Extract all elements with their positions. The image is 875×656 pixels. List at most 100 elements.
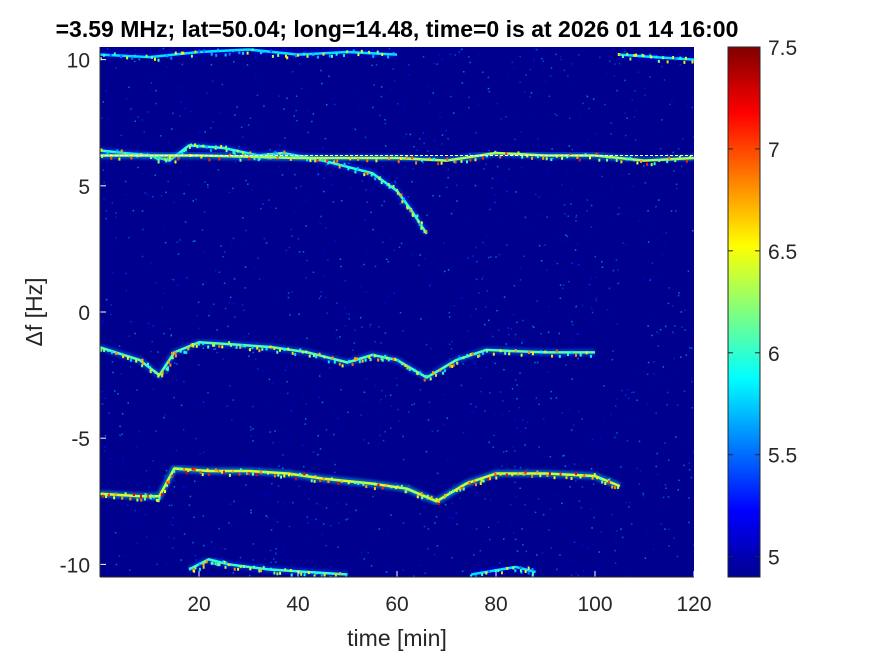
noise-speck	[284, 369, 287, 372]
noise-speck	[446, 338, 448, 340]
trace-speck	[313, 574, 316, 577]
trace-speck	[545, 157, 548, 161]
noise-speck	[560, 271, 563, 273]
noise-speck	[624, 394, 627, 396]
noise-speck	[264, 558, 266, 560]
noise-speck	[499, 562, 501, 564]
trace-speck	[214, 562, 217, 566]
noise-speck	[676, 555, 679, 558]
trace-layer	[100, 47, 694, 577]
noise-speck	[604, 103, 606, 106]
noise-speck	[421, 499, 423, 501]
noise-speck	[319, 448, 322, 450]
trace-speck	[183, 350, 186, 354]
noise-speck	[439, 363, 441, 366]
noise-speck	[320, 69, 322, 72]
noise-speck	[637, 71, 639, 73]
noise-speck	[270, 529, 273, 531]
trace-speck	[246, 472, 249, 475]
noise-speck	[274, 561, 277, 563]
noise-speck	[582, 102, 584, 105]
noise-speck	[180, 101, 182, 103]
noise-speck	[602, 418, 605, 420]
trace-speck	[354, 357, 356, 361]
noise-speck	[395, 177, 398, 179]
trace-speck	[149, 496, 152, 499]
noise-speck	[105, 298, 108, 301]
trace-speck	[512, 566, 515, 570]
noise-speck	[312, 113, 315, 115]
trace-speck	[674, 57, 677, 61]
noise-speck	[581, 304, 584, 307]
noise-speck	[184, 486, 187, 489]
plot-area	[100, 47, 694, 577]
noise-speck	[642, 494, 645, 497]
noise-speck	[312, 451, 315, 453]
noise-speck	[606, 309, 609, 311]
noise-speck	[232, 572, 235, 574]
trace-speck	[606, 158, 608, 162]
noise-speck	[625, 501, 628, 504]
noise-speck	[566, 173, 569, 175]
noise-speck	[522, 544, 524, 546]
noise-speck	[379, 434, 381, 437]
noise-speck	[576, 242, 579, 245]
noise-speck	[478, 54, 481, 56]
noise-speck	[627, 575, 629, 577]
noise-speck	[129, 366, 132, 368]
trace-speck	[377, 483, 380, 487]
noise-speck	[304, 423, 306, 425]
noise-speck	[377, 442, 380, 445]
noise-speck	[144, 265, 147, 268]
noise-speck	[669, 103, 671, 106]
noise-speck	[552, 237, 554, 239]
noise-speck	[649, 279, 651, 282]
noise-speck	[508, 168, 510, 170]
noise-speck	[529, 68, 532, 71]
noise-speck	[336, 337, 338, 340]
noise-speck	[210, 63, 213, 66]
noise-speck	[181, 63, 184, 66]
trace-speck	[294, 353, 297, 356]
noise-speck	[355, 574, 357, 577]
trace-speck	[109, 53, 112, 57]
trace-speck	[406, 206, 409, 210]
trace-speck	[452, 363, 455, 367]
noise-speck	[666, 153, 669, 156]
noise-speck	[526, 421, 529, 424]
noise-speck	[680, 311, 682, 313]
noise-speck	[657, 345, 659, 347]
trace-speck	[258, 349, 261, 353]
trace-speck	[426, 494, 429, 498]
noise-speck	[562, 284, 565, 286]
noise-speck	[418, 264, 420, 267]
noise-speck	[492, 446, 494, 448]
trace-speck	[542, 156, 545, 160]
trace-speck	[433, 157, 435, 161]
noise-speck	[299, 63, 301, 65]
trace-speck	[650, 55, 653, 59]
noise-speck	[570, 429, 573, 431]
trace-speck	[299, 348, 302, 352]
noise-speck	[535, 193, 537, 196]
noise-speck	[171, 128, 173, 130]
trace-speck	[193, 569, 196, 573]
trace-speck	[118, 157, 121, 161]
noise-speck	[213, 348, 215, 350]
trace-speck	[133, 54, 136, 58]
trace-speck	[558, 354, 561, 358]
noise-speck	[617, 547, 619, 549]
noise-speck	[413, 575, 415, 577]
trace-speck	[126, 356, 129, 360]
trace-speck	[460, 487, 463, 490]
noise-speck	[164, 475, 166, 477]
noise-speck	[164, 241, 167, 244]
noise-speck	[587, 547, 589, 550]
trace-speck	[481, 351, 484, 355]
noise-speck	[138, 430, 140, 433]
trace-speck	[303, 573, 306, 577]
noise-speck	[675, 183, 678, 185]
noise-speck	[200, 185, 203, 188]
noise-speck	[568, 408, 570, 410]
noise-speck	[109, 386, 112, 388]
